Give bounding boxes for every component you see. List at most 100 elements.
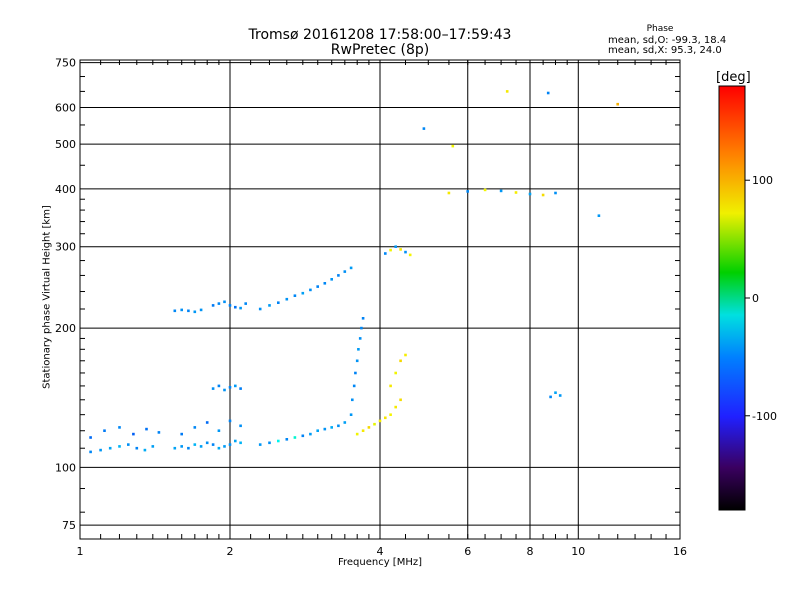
data-point [239,306,242,310]
data-point [355,359,359,363]
x-axis-label: Frequency [MHz] [337,557,423,568]
data-point [285,297,289,301]
data-point [360,326,363,330]
data-point [180,445,183,448]
data-point [217,384,221,388]
data-point [223,445,226,448]
chart-title: Tromsø 20161208 17:58:00–17:59:43 [248,27,512,43]
data-point [355,432,359,436]
data-point [244,302,247,305]
data-point [145,427,148,431]
data-points [89,90,619,454]
data-point [193,426,197,429]
data-point [358,337,362,340]
x-tick-label: 2 [227,545,234,558]
data-point [187,446,190,450]
data-point [228,419,232,423]
data-point [316,429,319,432]
data-point [211,304,215,307]
data-point [223,300,226,304]
data-point [258,443,262,446]
data-point [228,304,232,307]
data-point [352,384,356,388]
data-point [234,439,237,443]
data-point [389,413,392,416]
data-point [205,441,209,445]
phase-stats-x: mean, sd,X: 95.3, 24.0 [608,45,722,56]
data-point [132,432,135,436]
data-point [239,387,242,390]
data-point [301,434,305,438]
data-point [205,421,209,424]
data-point [223,388,226,392]
colorbar-ticks: 100 0 -100 [745,174,777,423]
data-point [384,416,387,420]
data-point [554,391,557,394]
data-point [554,191,557,195]
data-point [228,386,232,389]
data-point [354,371,357,375]
data-point [199,308,203,312]
data-point [399,248,402,251]
data-point [399,398,402,402]
data-point [118,445,121,448]
data-point [505,90,509,93]
data-point [394,245,397,248]
data-point [239,424,242,428]
data-point [616,102,619,106]
data-point [193,443,197,446]
data-point [118,426,121,429]
y-tick-label: 300 [55,241,76,254]
phase-stats-title: Phase [646,24,674,34]
data-point [357,348,360,351]
data-point [373,422,376,426]
data-point [389,248,392,252]
data-point [466,190,469,193]
data-point [408,253,412,257]
data-point [394,371,397,375]
data-point [558,394,562,397]
data-point [361,429,365,432]
data-point [293,436,297,439]
data-point [394,405,397,409]
data-point [293,294,297,297]
data-point [89,436,92,439]
data-point [404,353,407,357]
data-point [343,421,347,424]
data-point [404,250,407,254]
data-point [499,189,503,193]
data-point [597,214,601,217]
y-tick-label: 100 [55,461,76,474]
data-point [546,91,550,95]
data-point [323,282,327,285]
data-point [211,443,215,446]
y-tick-label: 750 [55,57,76,70]
y-tick-label: 200 [55,322,76,335]
data-point [103,429,106,432]
data-point [330,426,333,429]
y-tick-label: 500 [55,138,76,151]
data-point [234,305,237,309]
x-tick-label: 6 [464,545,471,558]
data-point [277,439,280,443]
colorbar-unit-label: [deg] [716,70,751,85]
data-point [337,274,340,277]
data-point [268,304,271,307]
data-point [361,317,365,320]
data-point [239,441,242,445]
x-tick-label: 16 [673,545,687,558]
data-point [187,309,190,313]
data-point [217,302,221,305]
data-point [349,266,353,270]
data-point [384,252,387,255]
data-point [399,359,402,363]
x-tick-label: 4 [377,545,384,558]
data-point [89,450,92,454]
data-point [323,427,327,431]
data-point [108,446,112,450]
data-point [193,310,197,314]
y-tick-label: 75 [62,519,76,532]
colorbar [718,85,746,511]
data-point [309,288,312,292]
data-point [528,192,532,196]
